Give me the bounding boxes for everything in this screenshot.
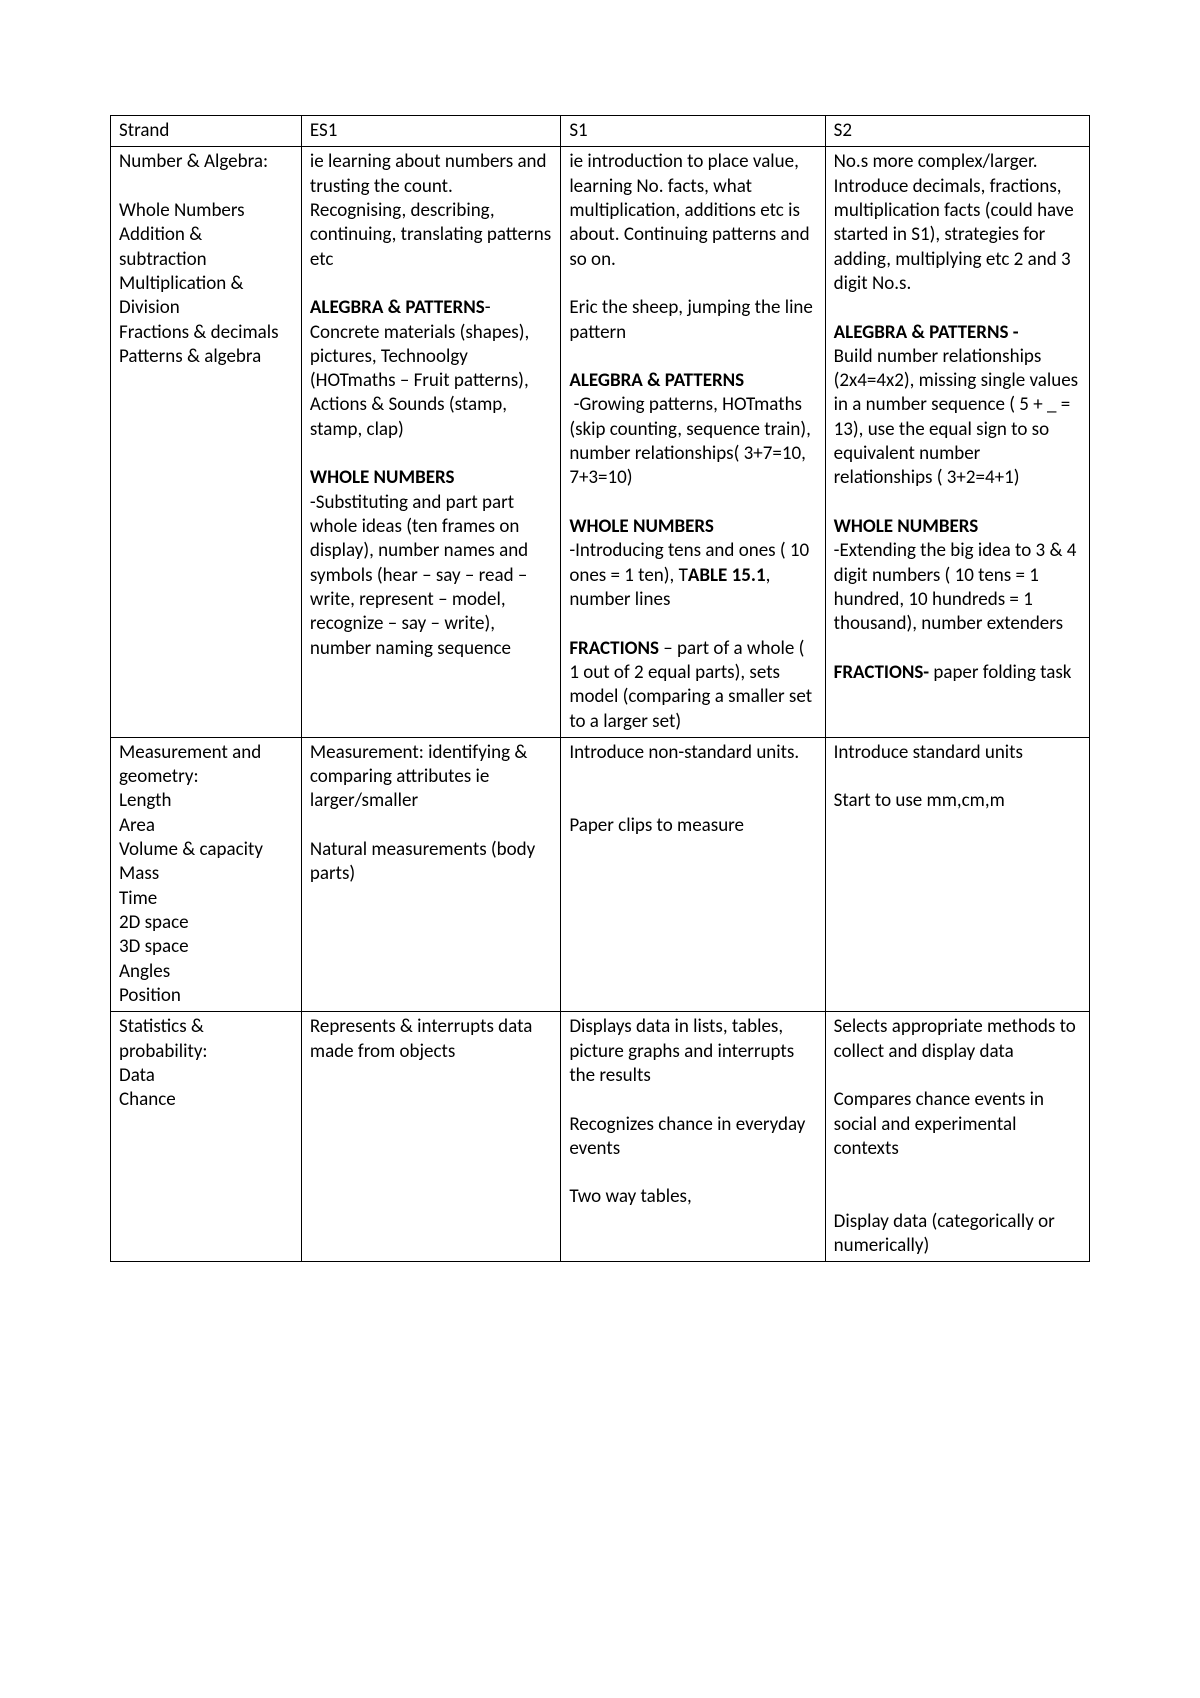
cell-text: ie introduction to place value, learning… [569, 150, 816, 345]
cell-text: Measurement and geometry: Length Area Vo… [119, 741, 293, 1008]
cell-text: Measurement: identifying & comparing att… [310, 741, 552, 887]
cell-text: WHOLE NUMBERS [310, 466, 552, 490]
cell-text [834, 491, 1081, 515]
bold-inline: ABLE 15.1 [688, 564, 766, 587]
cell-text: FRACTIONS- paper folding task [834, 661, 1081, 685]
cell-text [834, 637, 1081, 661]
bold-heading: FRACTIONS- [834, 661, 934, 684]
cell-text: paper folding task [933, 661, 1071, 684]
cell-text [310, 272, 552, 296]
cell-text: WHOLE NUMBERS [834, 515, 1081, 539]
bold-heading: WHOLE NUMBERS [834, 515, 979, 538]
cell-strand: Measurement and geometry: Length Area Vo… [111, 737, 302, 1011]
cell-text: S2 [834, 119, 1081, 143]
table-header-row: Strand ES1 S1 S2 [111, 116, 1090, 147]
cell-text: Number & Algebra: Whole Numbers Addition… [119, 150, 293, 369]
col-header-s1: S1 [561, 116, 825, 147]
cell-text: ALEGBRA & PATTERNS - [834, 321, 1081, 345]
bold-heading: ALEGBRA & PATTERNS [569, 369, 744, 392]
table-row: Statistics & probability: Data Chance Re… [111, 1012, 1090, 1262]
cell-s2: Selects appropriate methods to collect a… [825, 1012, 1089, 1262]
bold-heading: WHOLE NUMBERS [569, 515, 714, 538]
document-page: Strand ES1 S1 S2 Number & Algebra: Whole… [0, 0, 1200, 1698]
bold-heading: ALEGBRA & PATTERNS [310, 296, 485, 319]
cell-strand: Number & Algebra: Whole Numbers Addition… [111, 147, 302, 738]
cell-text: Displays data in lists, tables, picture … [569, 1015, 816, 1210]
cell-s2: No.s more complex/larger. Introduce deci… [825, 147, 1089, 738]
cell-es1: Measurement: identifying & comparing att… [301, 737, 560, 1011]
table-row: Measurement and geometry: Length Area Vo… [111, 737, 1090, 1011]
cell-text [310, 442, 552, 466]
curriculum-table: Strand ES1 S1 S2 Number & Algebra: Whole… [110, 115, 1090, 1262]
col-header-es1: ES1 [301, 116, 560, 147]
cell-text: Introduce standard units Start to use mm… [834, 741, 1081, 814]
col-header-s2: S2 [825, 116, 1089, 147]
cell-text: No.s more complex/larger. Introduce deci… [834, 150, 1081, 296]
col-header-strand: Strand [111, 116, 302, 147]
cell-text: ALEGBRA & PATTERNS- Concrete materials (… [310, 296, 552, 442]
cell-text: ES1 [310, 119, 552, 143]
cell-text [569, 345, 816, 369]
cell-text: -Substituting and part part whole ideas … [310, 491, 552, 661]
cell-es1: Represents & interrupts data made from o… [301, 1012, 560, 1262]
cell-text: Build number relationships (2x4=4x2), mi… [834, 345, 1081, 491]
cell-s2: Introduce standard units Start to use mm… [825, 737, 1089, 1011]
bold-heading: FRACTIONS [569, 637, 659, 660]
cell-text: -Growing patterns, HOTmaths (skip counti… [569, 393, 816, 490]
cell-s1: Introduce non-standard units. Paper clip… [561, 737, 825, 1011]
cell-text [569, 491, 816, 515]
bold-heading: WHOLE NUMBERS [310, 466, 455, 489]
cell-text: WHOLE NUMBERS [569, 515, 816, 539]
cell-text [569, 612, 816, 636]
cell-text: ALEGBRA & PATTERNS [569, 369, 816, 393]
cell-s1: ie introduction to place value, learning… [561, 147, 825, 738]
cell-text: ie learning about numbers and trusting t… [310, 150, 552, 272]
cell-text: -Extending the big idea to 3 & 4 digit n… [834, 539, 1081, 636]
cell-strand: Statistics & probability: Data Chance [111, 1012, 302, 1262]
table-row: Number & Algebra: Whole Numbers Addition… [111, 147, 1090, 738]
cell-text: Strand [119, 119, 293, 143]
cell-text: Introduce non-standard units. Paper clip… [569, 741, 816, 838]
cell-text [834, 296, 1081, 320]
cell-s1: Displays data in lists, tables, picture … [561, 1012, 825, 1262]
cell-text: Represents & interrupts data made from o… [310, 1015, 552, 1064]
cell-text: S1 [569, 119, 816, 143]
cell-text: Statistics & probability: Data Chance [119, 1015, 293, 1112]
cell-text: -Introducing tens and ones ( 10 ones = 1… [569, 539, 816, 612]
cell-es1: ie learning about numbers and trusting t… [301, 147, 560, 738]
cell-text: FRACTIONS – part of a whole ( 1 out of 2… [569, 637, 816, 734]
cell-text: Selects appropriate methods to collect a… [834, 1015, 1081, 1258]
bold-heading: ALEGBRA & PATTERNS - [834, 321, 1023, 344]
